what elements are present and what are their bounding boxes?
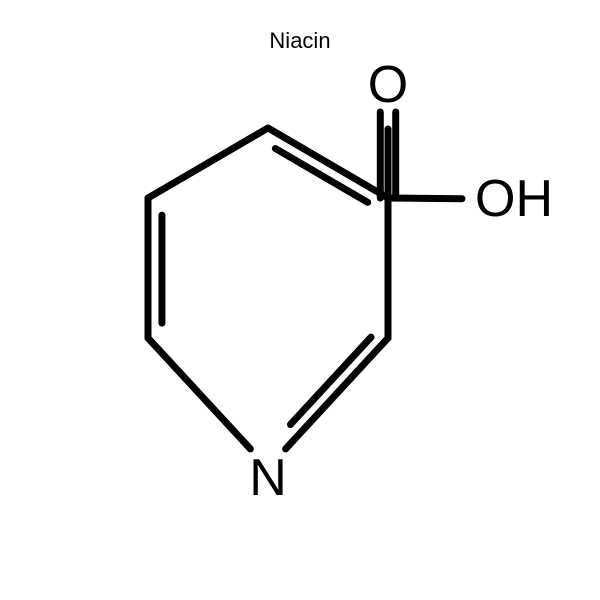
atom-label-oh: OH [475, 169, 553, 229]
atom-label-n: N [249, 448, 287, 508]
atom-label-o: O [368, 55, 408, 115]
bond-layer [0, 0, 600, 600]
molecule-canvas: Niacin NOOH [0, 0, 600, 600]
